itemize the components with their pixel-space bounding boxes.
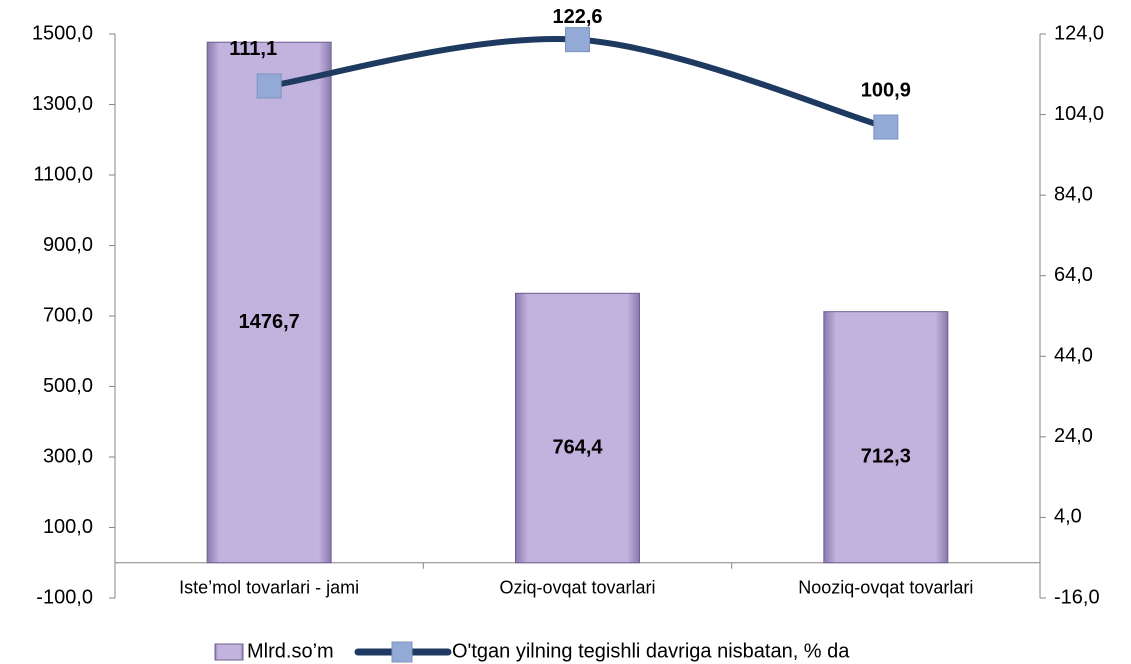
line-value-label: 100,9 [861, 79, 911, 101]
line-value-label: 122,6 [552, 6, 602, 28]
y2-tick-label: 24,0 [1054, 425, 1093, 447]
legend-swatch [214, 643, 244, 661]
legend-label: O'tgan yilning tegishli davriga nisbatan… [452, 640, 850, 662]
y2-tick-label: 64,0 [1054, 264, 1093, 286]
legend-swatch-marker [391, 641, 413, 663]
y-tick-label: 1100,0 [33, 163, 93, 185]
bar [823, 311, 949, 564]
y-tick-label: 1300,0 [32, 93, 93, 115]
bar-value-label: 712,3 [861, 445, 911, 467]
y-tick-label: 700,0 [43, 304, 93, 326]
y2-tick-label: 104,0 [1054, 103, 1104, 125]
bar-value-label: 764,4 [552, 436, 603, 458]
y2-tick-label: 44,0 [1054, 345, 1093, 367]
bar [206, 41, 332, 564]
legend-label: Mlrd.so’m [247, 640, 334, 662]
y2-tick-label: 84,0 [1054, 183, 1093, 205]
y-tick-label: 100,0 [43, 516, 93, 538]
y2-tick-label: 4,0 [1054, 506, 1082, 528]
x-tick-label: Iste’mol tovarlari - jami [179, 578, 359, 598]
y-tick-label: 900,0 [43, 234, 93, 256]
y-tick-label: 300,0 [43, 445, 93, 467]
line-value-label: 111,1 [229, 38, 277, 60]
x-tick-label: Oziq-ovqat tovarlari [499, 578, 655, 598]
line [268, 35, 887, 130]
line-marker [873, 114, 899, 140]
bar [515, 292, 640, 564]
line-marker [256, 73, 282, 99]
bar-value-label: 1476,7 [239, 311, 300, 333]
y-tick-label: 1500,0 [32, 22, 93, 44]
y2-tick-label: 124,0 [1054, 22, 1104, 44]
y-tick-label: -100,0 [36, 586, 93, 608]
x-tick-label: Nooziq-ovqat tovarlari [798, 578, 973, 598]
y2-tick-label: -16,0 [1054, 586, 1100, 608]
y-tick-label: 500,0 [43, 375, 93, 397]
line-marker [565, 27, 590, 53]
